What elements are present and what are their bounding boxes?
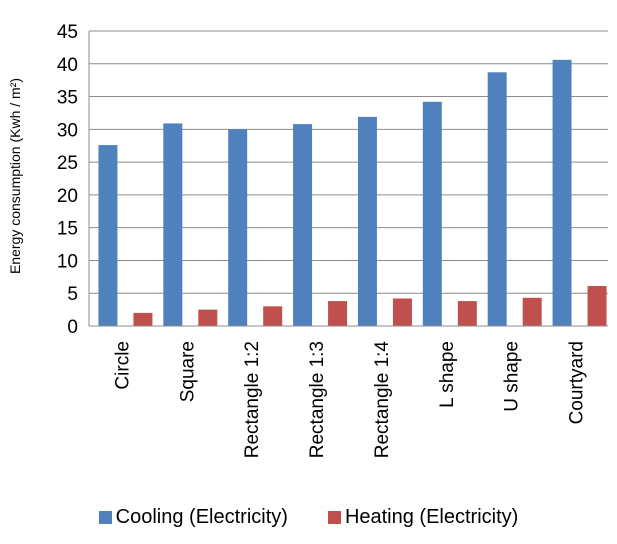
x-tick-label: Square — [177, 341, 198, 402]
bars — [98, 59, 607, 326]
legend-swatch-heating — [327, 511, 341, 524]
bar-cooling-courtyard — [552, 59, 572, 326]
x-tick-label: Rectangle 1:4 — [372, 341, 393, 459]
y-tick-label: 15 — [57, 219, 78, 240]
bar-heating-square — [198, 309, 218, 326]
bar-heating-rectangle-1-3 — [328, 301, 348, 326]
bar-cooling-circle — [98, 145, 118, 326]
legend: Cooling (Electricity) Heating (Electrici… — [0, 506, 617, 529]
y-tick-label: 5 — [67, 284, 78, 305]
legend-label-cooling: Cooling (Electricity) — [115, 506, 288, 528]
y-tick-label: 30 — [57, 120, 78, 141]
bar-cooling-rectangle-1-2 — [228, 129, 248, 326]
y-tick-label: 25 — [57, 153, 78, 174]
legend-swatch-cooling — [98, 511, 112, 524]
legend-label-heating: Heating (Electricity) — [344, 506, 519, 528]
y-axis-ticks: 0 5 10 15 20 25 30 35 40 45 — [57, 22, 78, 338]
x-tick-label: L shape — [437, 341, 458, 408]
x-tick-label: Circle — [112, 341, 133, 390]
x-tick-label: Courtyard — [567, 341, 588, 424]
y-tick-label: 10 — [57, 251, 78, 272]
y-tick-label: 45 — [57, 22, 78, 43]
legend-item-heating: Heating (Electricity) — [327, 506, 519, 529]
legend-item-cooling: Cooling (Electricity) — [98, 506, 288, 529]
bar-cooling-l-shape — [422, 101, 442, 326]
y-tick-label: 40 — [57, 55, 78, 76]
y-tick-label: 20 — [57, 186, 78, 207]
y-tick-label: 0 — [67, 317, 78, 338]
x-axis-labels: Circle Square Rectangle 1:2 Rectangle 1:3 Re… — [112, 341, 587, 459]
bar-heating-circle — [133, 312, 153, 326]
chart: 0 5 10 15 20 25 30 35 40 45 Circle Square Rectangle… — [7, 22, 608, 459]
bar-heating-rectangle-1-2 — [263, 306, 283, 326]
bar-cooling-rectangle-1-3 — [293, 124, 313, 326]
bar-cooling-u-shape — [487, 72, 507, 326]
bar-heating-l-shape — [457, 301, 477, 326]
y-axis-title: Energy consumption (Kwh / m²) — [7, 78, 23, 274]
x-tick-label: Rectangle 1:3 — [307, 341, 328, 458]
bar-heating-courtyard — [587, 286, 607, 326]
bar-cooling-square — [163, 123, 183, 326]
bar-heating-u-shape — [522, 297, 542, 326]
bar-cooling-rectangle-1-4 — [357, 116, 377, 326]
x-tick-label: U shape — [502, 341, 523, 412]
y-tick-label: 35 — [57, 88, 78, 109]
bar-heating-rectangle-1-4 — [392, 298, 412, 326]
x-tick-label: Rectangle 1:2 — [242, 341, 263, 458]
